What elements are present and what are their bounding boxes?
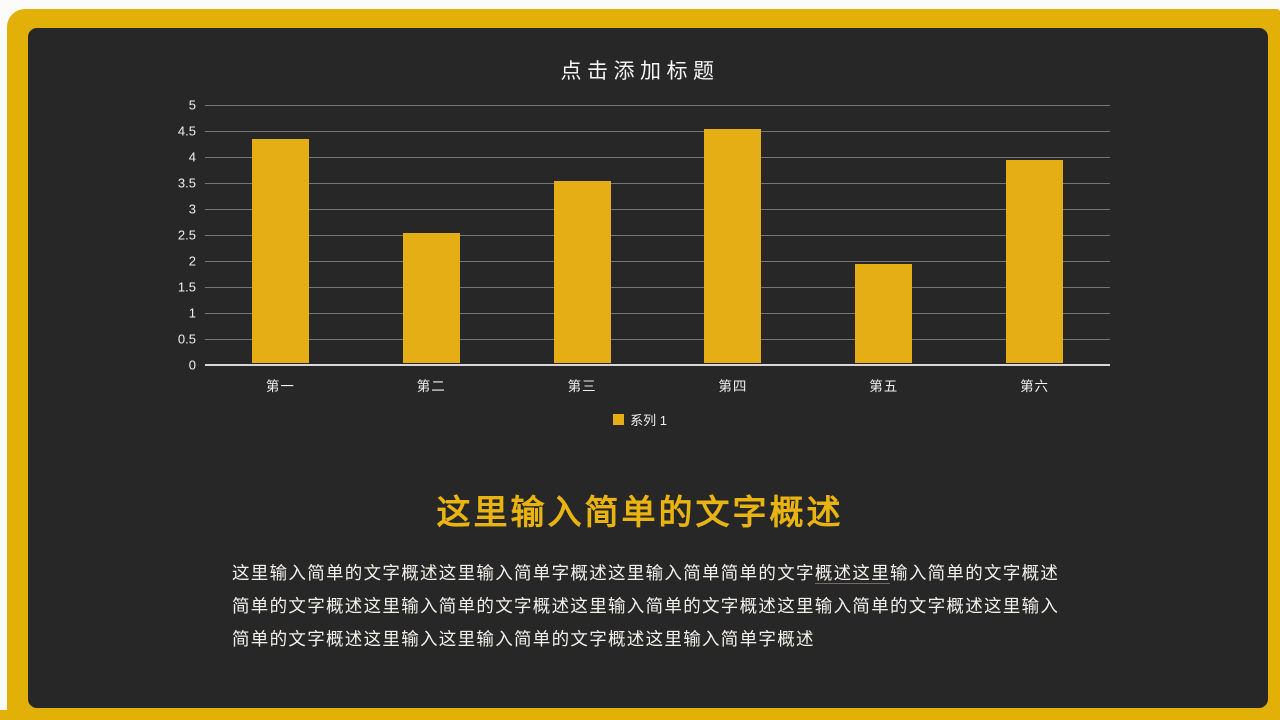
frame-corner-bleed [0, 710, 26, 720]
body-line-1: 这里输入简单的文字概述这里输入简单字概述这里输入简单简单的文字概述这里输入简单的… [232, 557, 1092, 590]
y-tick-label: 1 [188, 305, 196, 321]
y-tick-label: 3 [188, 201, 196, 217]
bar-chart-plot-area[interactable] [205, 105, 1110, 366]
bar-第二[interactable] [402, 233, 460, 363]
gridline [205, 235, 1110, 236]
gridline [205, 131, 1110, 132]
y-tick-label: 3.5 [177, 175, 196, 191]
x-axis-label: 第一 [265, 379, 295, 394]
slide-canvas [28, 28, 1268, 708]
bar-第一[interactable] [251, 139, 309, 363]
x-axis-label: 第四 [718, 379, 748, 394]
gridline [205, 209, 1110, 210]
bar-第六[interactable] [1006, 160, 1064, 363]
legend-swatch [613, 414, 625, 425]
legend-label: 系列 1 [630, 413, 667, 428]
x-axis-label: 第二 [416, 379, 446, 394]
bar-第四[interactable] [704, 129, 762, 363]
y-axis-labels: 5 4.5 4 3.5 3 2.5 2 1.5 1 0.5 0 [150, 98, 196, 373]
y-tick-label: 0.5 [177, 331, 196, 347]
x-axis-label: 第六 [1020, 379, 1050, 394]
body-line-1-pre: 这里输入简单的文字概述这里输入简单字概述这里输入简单简单的文字 [232, 563, 815, 583]
gridline [205, 313, 1110, 314]
x-axis-line [205, 364, 1110, 366]
bar-第三[interactable] [553, 181, 611, 363]
x-axis-labels: 第一 第二 第三 第四 第五 第六 [205, 375, 1110, 394]
body-text-block[interactable]: 这里输入简单的文字概述这里输入简单字概述这里输入简单简单的文字概述这里输入简单的… [232, 557, 1092, 656]
gridline [205, 105, 1110, 106]
y-tick-label: 0 [188, 357, 196, 373]
chart-legend: 系列 1 [0, 410, 1280, 429]
body-line-1-underlined: 概述这里 [814, 563, 891, 584]
y-tick-label: 2 [188, 253, 196, 269]
x-axis-label: 第三 [567, 379, 597, 394]
y-tick-label: 1.5 [177, 279, 196, 295]
body-line-3: 简单的文字概述这里输入这里输入简单的文字概述这里输入简单字概述 [232, 629, 815, 649]
y-tick-label: 2.5 [177, 227, 196, 243]
x-axis-label: 第五 [869, 379, 899, 394]
y-tick-label: 4.5 [177, 123, 196, 139]
gridline [205, 261, 1110, 262]
gridline [205, 339, 1110, 340]
gridline [205, 183, 1110, 184]
gridline [205, 157, 1110, 158]
chart-title-placeholder[interactable]: 点击添加标题 [560, 60, 720, 83]
gridline [205, 287, 1110, 288]
bar-第五[interactable] [855, 264, 913, 363]
section-heading[interactable]: 这里输入简单的文字概述 [436, 494, 844, 532]
y-tick-label: 4 [188, 149, 196, 165]
y-tick-label: 5 [188, 97, 196, 113]
body-line-2: 简单的文字概述这里输入简单的文字概述这里输入简单的文字概述这里输入简单的文字概述… [232, 596, 1060, 616]
body-line-1-post: 输入简单的文字概述 [890, 563, 1060, 583]
